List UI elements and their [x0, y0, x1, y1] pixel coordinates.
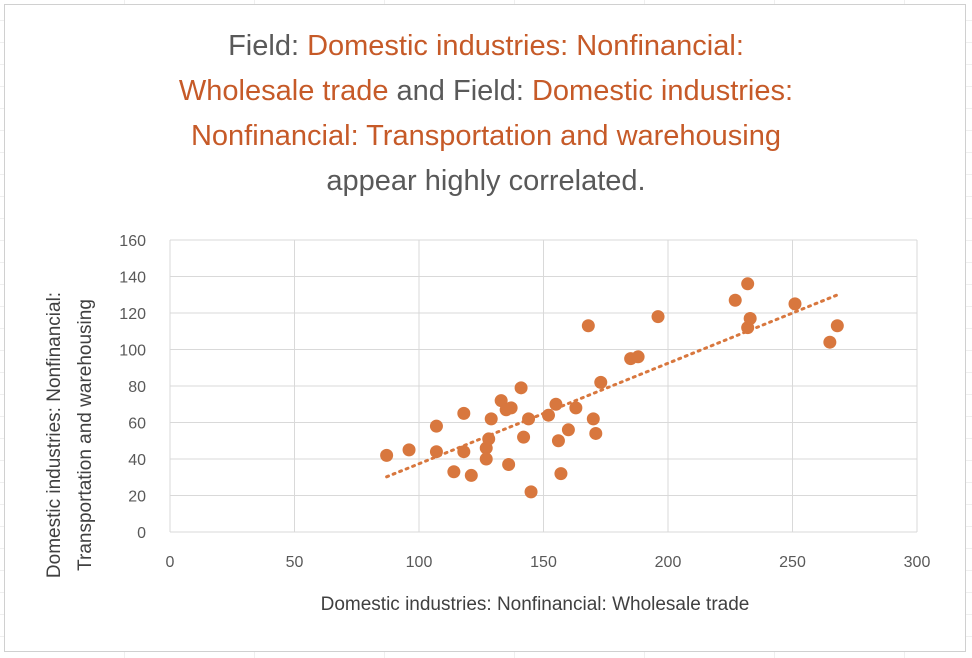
data-point [502, 457, 516, 471]
title-field1-part1: Domestic industries: Nonfinancial: [307, 30, 744, 62]
x-tick-label: 250 [779, 554, 806, 571]
data-point [830, 319, 844, 333]
data-point [743, 311, 757, 325]
data-point [651, 310, 665, 324]
x-axis-title: Domestic industries: Nonfinancial: Whole… [321, 594, 750, 615]
y-tick-label: 120 [119, 306, 146, 323]
data-point [380, 448, 394, 462]
title-line-2: Wholesale trade and Field: Domestic indu… [0, 69, 972, 114]
data-point [586, 412, 600, 426]
chart-area[interactable] [4, 4, 966, 652]
data-point [479, 452, 493, 466]
title-field1-part2: Wholesale trade [178, 75, 389, 107]
title-field2-part1: Domestic industries: [531, 75, 794, 107]
data-point [447, 465, 461, 479]
data-point [551, 434, 565, 448]
y-axis-title-line-2: Transportation and warehousing [75, 299, 96, 571]
data-point [429, 445, 443, 459]
data-point [541, 408, 555, 422]
x-tick-label: 0 [166, 554, 175, 571]
data-point [594, 375, 608, 389]
data-point [581, 319, 595, 333]
trendline [385, 293, 839, 479]
gridlines [169, 239, 918, 533]
data-point [482, 432, 496, 446]
trendline-layer [385, 293, 839, 479]
data-points [380, 277, 844, 499]
tick-labels: 0 20 40 60 80 100 120 140 160 0 50 100 150 200 250 300 [119, 233, 930, 571]
title-line-3: Nonfinancial: Transportation and warehou… [0, 114, 972, 159]
data-point [549, 397, 563, 411]
data-point [741, 277, 755, 291]
y-tick-label: 0 [137, 525, 146, 542]
x-tick-label: 100 [406, 554, 433, 571]
title-suffix: appear highly correlated. [326, 165, 646, 197]
title-field2-part2: Nonfinancial: Transportation and warehou… [190, 120, 782, 152]
title-line-4: appear highly correlated. [0, 159, 972, 204]
data-point [517, 430, 531, 444]
y-tick-label: 60 [128, 416, 146, 433]
data-point [589, 426, 603, 440]
data-point [823, 335, 837, 349]
data-point [631, 350, 645, 364]
data-point [464, 468, 478, 482]
data-point [522, 412, 536, 426]
data-point [429, 419, 443, 433]
y-tick-label: 40 [128, 452, 146, 469]
data-point [402, 443, 416, 457]
data-point [457, 406, 471, 420]
y-axis-title-line-1: Domestic industries: Nonfinancial: [44, 292, 65, 578]
y-tick-label: 140 [119, 270, 146, 287]
data-point [561, 423, 575, 437]
y-tick-label: 80 [128, 379, 146, 396]
x-tick-label: 300 [904, 554, 931, 571]
data-point [554, 467, 568, 481]
x-tick-label: 50 [286, 554, 304, 571]
x-tick-label: 200 [655, 554, 682, 571]
x-tick-label: 150 [530, 554, 557, 571]
data-point [457, 445, 471, 459]
title-prefix: Field: [228, 30, 308, 62]
data-point [524, 485, 538, 499]
data-point [569, 401, 583, 415]
y-tick-label: 100 [119, 343, 146, 360]
data-point [504, 401, 518, 415]
data-point [484, 412, 498, 426]
title-line-1: Field: Domestic industries: Nonfinancial… [0, 24, 972, 69]
title-connector: and Field: [388, 75, 532, 107]
chart-title: Field: Domestic industries: Nonfinancial… [0, 24, 972, 204]
data-point [728, 293, 742, 307]
y-tick-label: 160 [119, 233, 146, 250]
y-tick-label: 20 [128, 489, 146, 506]
data-point [514, 381, 528, 395]
data-point [788, 297, 802, 311]
